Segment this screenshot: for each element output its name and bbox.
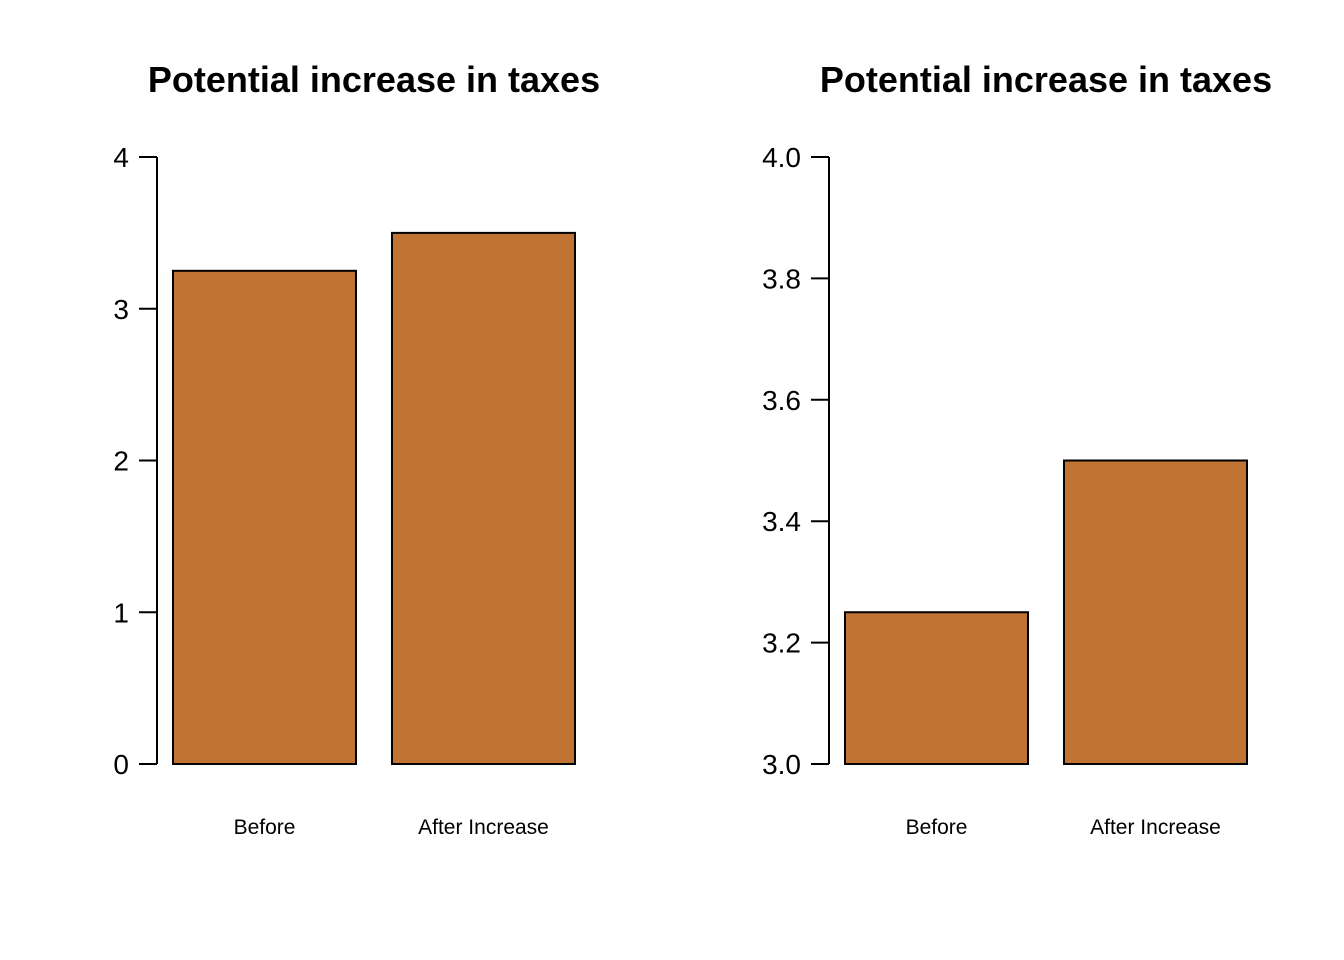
y-tick-label: 2	[113, 446, 129, 477]
y-tick-label: 4	[113, 142, 129, 173]
bar-after-increase	[1063, 459, 1248, 765]
y-tick-label: 3.4	[762, 506, 801, 537]
chart-title: Potential increase in taxes	[820, 59, 1272, 100]
bar-before	[844, 611, 1029, 765]
y-tick-label: 3.2	[762, 628, 801, 659]
y-tick-label: 3	[113, 294, 129, 325]
y-tick-label: 3.0	[762, 749, 801, 780]
y-tick-label: 4.0	[762, 142, 801, 173]
chart-title: Potential increase in taxes	[148, 59, 600, 100]
y-tick-label: 3.6	[762, 385, 801, 416]
chart-panel-right: Potential increase in taxes Before After I…	[762, 59, 1272, 839]
y-tick-label: 0	[113, 749, 129, 780]
bar-after-increase	[391, 231, 576, 765]
category-label-before: Before	[906, 816, 968, 839]
bar-before	[172, 269, 357, 765]
chart-panel-left: Potential increase in taxes Before After I…	[113, 59, 600, 839]
category-label-after-increase: After Increase	[1090, 816, 1221, 839]
y-tick-label: 1	[113, 597, 129, 628]
category-label-after-increase: After Increase	[418, 816, 549, 839]
y-tick-label: 3.8	[762, 263, 801, 294]
category-label-before: Before	[234, 816, 296, 839]
